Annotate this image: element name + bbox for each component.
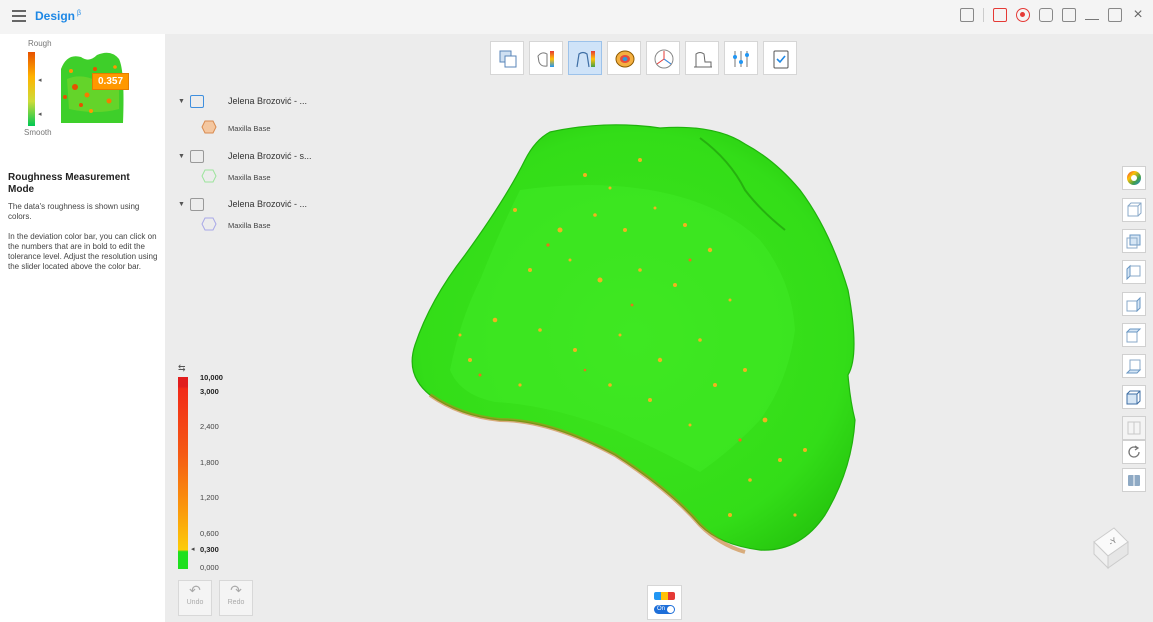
tool-align-button[interactable] (490, 41, 524, 75)
cube-top-icon (1126, 328, 1142, 343)
toggle-switch[interactable]: On (654, 605, 675, 614)
view-iso-button[interactable] (1122, 385, 1146, 409)
scale-label-max[interactable]: 10,000 (200, 373, 223, 382)
tolerance-pointer-icon[interactable]: ◂ (191, 546, 195, 553)
smooth-label: Smooth (24, 128, 52, 137)
scan-icon (190, 95, 204, 108)
menu-icon[interactable] (12, 10, 26, 22)
chevron-down-icon[interactable]: ▼ (178, 153, 185, 160)
chevron-down-icon[interactable]: ▼ (178, 98, 185, 105)
color-bar-gradient[interactable] (178, 377, 188, 569)
mini-color-bar (28, 52, 35, 126)
axis-icon (654, 49, 674, 69)
tool-checklist-button[interactable] (763, 41, 797, 75)
tree-item-label: Jelena Brozović - s... (228, 151, 312, 161)
split-view-icon (1127, 421, 1141, 435)
view-back-button[interactable] (1122, 229, 1146, 253)
record-icon[interactable] (1016, 8, 1030, 22)
roughness-icon (576, 51, 595, 68)
color-wheel-button[interactable] (1122, 166, 1146, 190)
mode-instructions: In the deviation color bar, you can clic… (8, 232, 158, 271)
view-left-button[interactable] (1122, 260, 1146, 284)
view-bottom-button[interactable] (1122, 354, 1146, 378)
screen-record-icon[interactable] (993, 8, 1007, 22)
title-bar: Design β × (0, 0, 1153, 34)
close-icon[interactable]: × (1133, 6, 1143, 23)
rough-label: Rough (28, 39, 52, 48)
mini-arrow-icon: ◂ (38, 77, 42, 84)
redo-icon: ↷ (230, 582, 242, 598)
tool-roughness-button[interactable] (568, 41, 602, 75)
transparency-icon (1128, 475, 1140, 486)
mode-description: The data's roughness is shown using colo… (8, 202, 140, 221)
tree-item-label: Jelena Brozović - ... (228, 199, 308, 209)
tool-deviation-button[interactable] (529, 41, 563, 75)
minimize-icon[interactable] (1085, 11, 1099, 20)
scale-label: 0,600 (200, 529, 219, 538)
tool-section-button[interactable] (685, 41, 719, 75)
scan-icon (190, 198, 204, 211)
color-wheel-icon (1127, 171, 1141, 185)
redo-button[interactable]: ↷ Redo (219, 580, 253, 616)
transparency-button[interactable] (1122, 468, 1146, 492)
undo-icon: ↶ (189, 582, 201, 598)
mini-arrow-icon: ◂ (38, 111, 42, 118)
tree-subitem-label: Maxilla Base (228, 124, 271, 133)
section-icon (694, 52, 712, 68)
chevron-down-icon[interactable]: ▼ (178, 201, 185, 208)
capture-icon[interactable] (960, 8, 974, 22)
scan-icon (190, 150, 204, 163)
tree-subitem-label: Maxilla Base (228, 173, 271, 182)
color-toggle-button[interactable]: On (647, 585, 682, 620)
divider (983, 8, 984, 22)
roughness-value-badge: 0.357 (92, 73, 130, 90)
hexagon-icon (201, 217, 217, 231)
checklist-icon (773, 50, 789, 69)
scale-label-tolerance[interactable]: 0,300 (200, 545, 219, 554)
window-controls: × (960, 6, 1145, 23)
scale-label-high[interactable]: 3,000 (200, 387, 219, 396)
tree-item-label: Jelena Brozović - ... (228, 96, 308, 106)
view-front-button[interactable] (1122, 198, 1146, 222)
top-toolbar (490, 41, 797, 75)
dental-model-view[interactable] (400, 120, 870, 560)
deviation-icon (537, 51, 554, 67)
hexagon-icon (201, 169, 217, 183)
tree-subitem-label: Maxilla Base (228, 221, 271, 230)
scale-label: 1,200 (200, 493, 219, 502)
tool-axis-button[interactable] (646, 41, 680, 75)
orientation-cube[interactable]: -Y (1090, 522, 1130, 570)
split-view-button[interactable] (1122, 416, 1146, 440)
hexagon-icon (201, 120, 217, 134)
color-map-icon (654, 592, 675, 600)
align-icon (499, 50, 517, 68)
guide-panel (0, 34, 165, 622)
view-right-button[interactable] (1122, 292, 1146, 316)
reset-view-button[interactable] (1122, 440, 1146, 464)
scale-label-min: 0,000 (200, 563, 219, 572)
measure-icon (733, 51, 749, 67)
cube-back-icon (1126, 234, 1141, 249)
scale-label: 2,400 (200, 422, 219, 431)
view-top-button[interactable] (1122, 323, 1146, 347)
window-icon[interactable] (1062, 8, 1076, 22)
app-title: Design β (35, 9, 82, 23)
restore-icon[interactable] (1108, 8, 1122, 22)
cube-right-icon (1126, 296, 1141, 312)
cube-front-icon (1127, 202, 1142, 217)
tool-measure-button[interactable] (724, 41, 758, 75)
scale-label: 1,800 (200, 458, 219, 467)
resolution-slider-icon[interactable]: ⇆ (178, 363, 186, 373)
redo-label: Redo (227, 599, 245, 606)
cube-bottom-icon (1126, 359, 1142, 374)
mode-title: Roughness Measurement Mode (8, 172, 130, 195)
screenshot-icon[interactable] (1039, 8, 1053, 22)
occlusion-icon (615, 50, 635, 68)
tool-occlusion-button[interactable] (607, 41, 641, 75)
undo-button[interactable]: ↶ Undo (178, 580, 212, 616)
cube-iso-icon (1126, 390, 1141, 405)
refresh-icon (1128, 445, 1140, 458)
undo-label: Undo (186, 599, 204, 606)
cube-left-icon (1126, 264, 1141, 280)
